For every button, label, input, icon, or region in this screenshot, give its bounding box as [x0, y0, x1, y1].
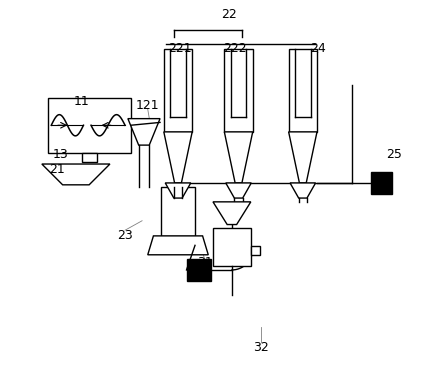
Text: 221: 221 [168, 42, 192, 55]
Bar [161, 187, 195, 236]
Text: 31: 31 [197, 256, 212, 269]
Text: 23: 23 [117, 229, 133, 242]
Bar [164, 49, 192, 132]
Polygon shape [148, 236, 208, 255]
Text: 32: 32 [253, 341, 269, 354]
Text: 21: 21 [49, 163, 65, 176]
Polygon shape [213, 202, 251, 224]
Bar [224, 49, 253, 132]
Bar [213, 228, 251, 266]
Text: 13: 13 [53, 148, 69, 161]
Polygon shape [224, 132, 253, 183]
Bar [289, 49, 317, 132]
Bar [371, 172, 392, 194]
Bar [47, 98, 131, 153]
Text: 11: 11 [74, 95, 89, 108]
Polygon shape [289, 132, 317, 183]
Polygon shape [164, 132, 192, 183]
Text: 222: 222 [223, 42, 247, 55]
Bar [82, 153, 97, 162]
Polygon shape [290, 183, 315, 198]
Bar [251, 247, 260, 255]
Polygon shape [226, 183, 251, 198]
Polygon shape [165, 183, 191, 198]
Polygon shape [128, 118, 160, 145]
Bar [187, 259, 211, 281]
Polygon shape [42, 164, 110, 185]
Text: 121: 121 [136, 99, 159, 112]
Text: 24: 24 [310, 42, 326, 55]
Text: 25: 25 [386, 148, 401, 161]
Text: 22: 22 [221, 8, 237, 21]
